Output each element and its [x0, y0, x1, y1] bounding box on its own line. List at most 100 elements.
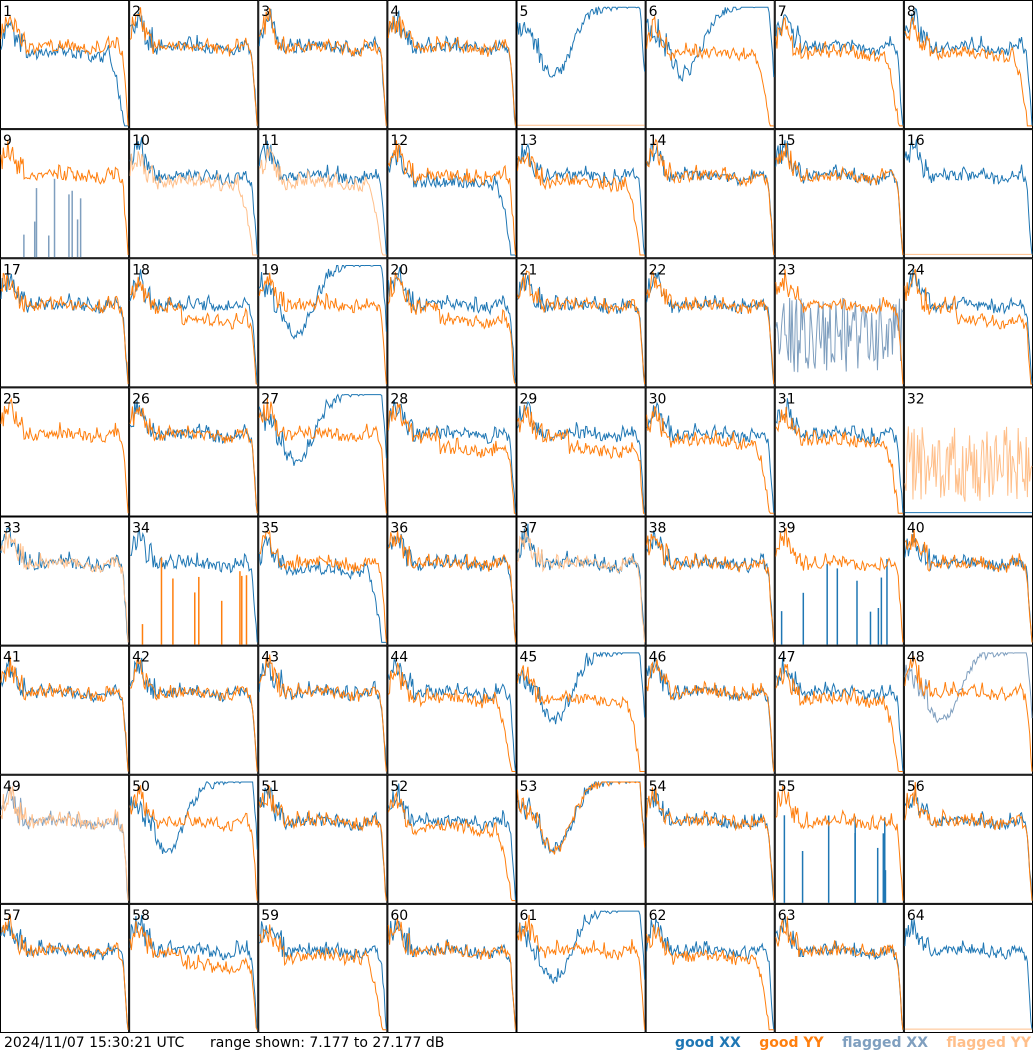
tile-9: 9: [0, 129, 130, 259]
tile-frame: [0, 645, 130, 775]
tile-label: 43: [261, 650, 279, 666]
tile-frame: [387, 516, 517, 646]
legend-good-yy: good YY: [759, 1035, 824, 1051]
tile-label: 11: [261, 133, 279, 149]
series-yy: [904, 268, 1032, 385]
legend: good XX good YY flagged XX flagged YY: [661, 1033, 1031, 1053]
tile-label: 42: [132, 650, 150, 666]
tile-4: 4: [387, 0, 517, 130]
tile-label: 9: [3, 133, 12, 149]
tile-27: 27: [258, 387, 388, 517]
series-yy: [387, 791, 516, 902]
series-xx: [646, 530, 775, 643]
series-xx: [646, 401, 775, 514]
series-yy: [0, 656, 129, 772]
tile-frame: [129, 0, 259, 130]
tile-frame: [774, 0, 904, 130]
tile-frame: [0, 129, 130, 259]
tile-frame: [258, 645, 388, 775]
tile-frame: [645, 258, 775, 388]
tile-32: 32: [903, 387, 1033, 517]
series-yy: [387, 662, 516, 773]
tile-label: 39: [778, 521, 796, 537]
tile-label: 40: [907, 521, 925, 537]
series-xx: [775, 657, 904, 772]
tile-label: 13: [520, 133, 538, 149]
tile-label: 29: [520, 391, 538, 407]
series-yy: [258, 7, 387, 126]
series-xx: [775, 398, 904, 514]
tile-label: 32: [907, 391, 925, 407]
tile-28: 28: [387, 387, 517, 517]
tile-label: 31: [778, 391, 796, 407]
series-xx: [517, 142, 646, 256]
tile-label: 14: [649, 133, 667, 149]
tile-label: 20: [390, 262, 408, 278]
tile-frame: [645, 0, 775, 130]
series-xx: [129, 781, 258, 855]
series-yy: [904, 16, 1032, 127]
tile-36: 36: [387, 516, 517, 646]
tile-label: 35: [261, 521, 279, 537]
tile-31: 31: [774, 387, 904, 517]
series-xx: [258, 921, 387, 1030]
series-yy: [775, 16, 903, 127]
tile-frame: [516, 258, 646, 388]
tile-label: 21: [520, 262, 538, 278]
legend-flagged-xx: flagged XX: [842, 1035, 928, 1051]
series-yy: [904, 529, 1033, 643]
series-yy: [258, 398, 387, 514]
tile-51: 51: [258, 774, 388, 904]
tile-20: 20: [387, 258, 517, 388]
tile-45: 45: [516, 645, 646, 775]
series-yy: [0, 786, 129, 901]
series-xx: [258, 265, 387, 340]
tile-frame: [645, 129, 775, 259]
tile-13: 13: [516, 129, 646, 259]
tile-label: 30: [649, 391, 667, 407]
series-yy: [387, 140, 516, 256]
tile-5: 5: [516, 0, 646, 130]
tile-53: 53: [516, 774, 646, 904]
tile-frame: [516, 903, 646, 1033]
series-xx: [0, 656, 129, 772]
tile-frame: [387, 645, 517, 775]
series-xx: [0, 920, 129, 1030]
tile-35: 35: [258, 516, 388, 646]
series-yy: [387, 15, 516, 126]
tile-2: 2: [129, 0, 259, 130]
tile-frame: [129, 903, 259, 1033]
series-yy: [129, 785, 258, 901]
series-yy: [0, 139, 129, 256]
tile-58: 58: [129, 903, 259, 1033]
tile-label: 16: [907, 133, 925, 149]
tile-frame: [903, 0, 1033, 130]
series-yy: [258, 654, 387, 772]
tile-frame: [774, 903, 904, 1033]
tile-33: 33: [0, 516, 130, 646]
tile-frame: [0, 387, 130, 517]
tile-label: 46: [649, 650, 667, 666]
tile-frame: [258, 387, 388, 517]
series-yy: [258, 146, 387, 256]
series-yy: [258, 272, 387, 385]
legend-flagged-yy: flagged YY: [946, 1035, 1031, 1051]
tile-label: 44: [390, 650, 408, 666]
tile-21: 21: [516, 258, 646, 388]
tile-3: 3: [258, 0, 388, 130]
series-yy: [517, 914, 646, 1030]
footer: 2024/11/07 15:30:21 UTC range shown: 7.1…: [0, 1033, 1033, 1053]
series-xx: [517, 909, 646, 985]
tile-30: 30: [645, 387, 775, 517]
series-xx: [258, 536, 387, 643]
tile-6: 6: [645, 0, 775, 130]
series-xx: [517, 5, 646, 78]
tile-39: 39: [774, 516, 904, 646]
tile-label: 49: [3, 779, 21, 795]
tile-14: 14: [645, 129, 775, 259]
tile-frame: [645, 516, 775, 646]
series-xx: [258, 660, 387, 772]
series-yy: [387, 918, 516, 1030]
tile-label: 22: [649, 262, 667, 278]
tile-frame: [129, 387, 259, 517]
